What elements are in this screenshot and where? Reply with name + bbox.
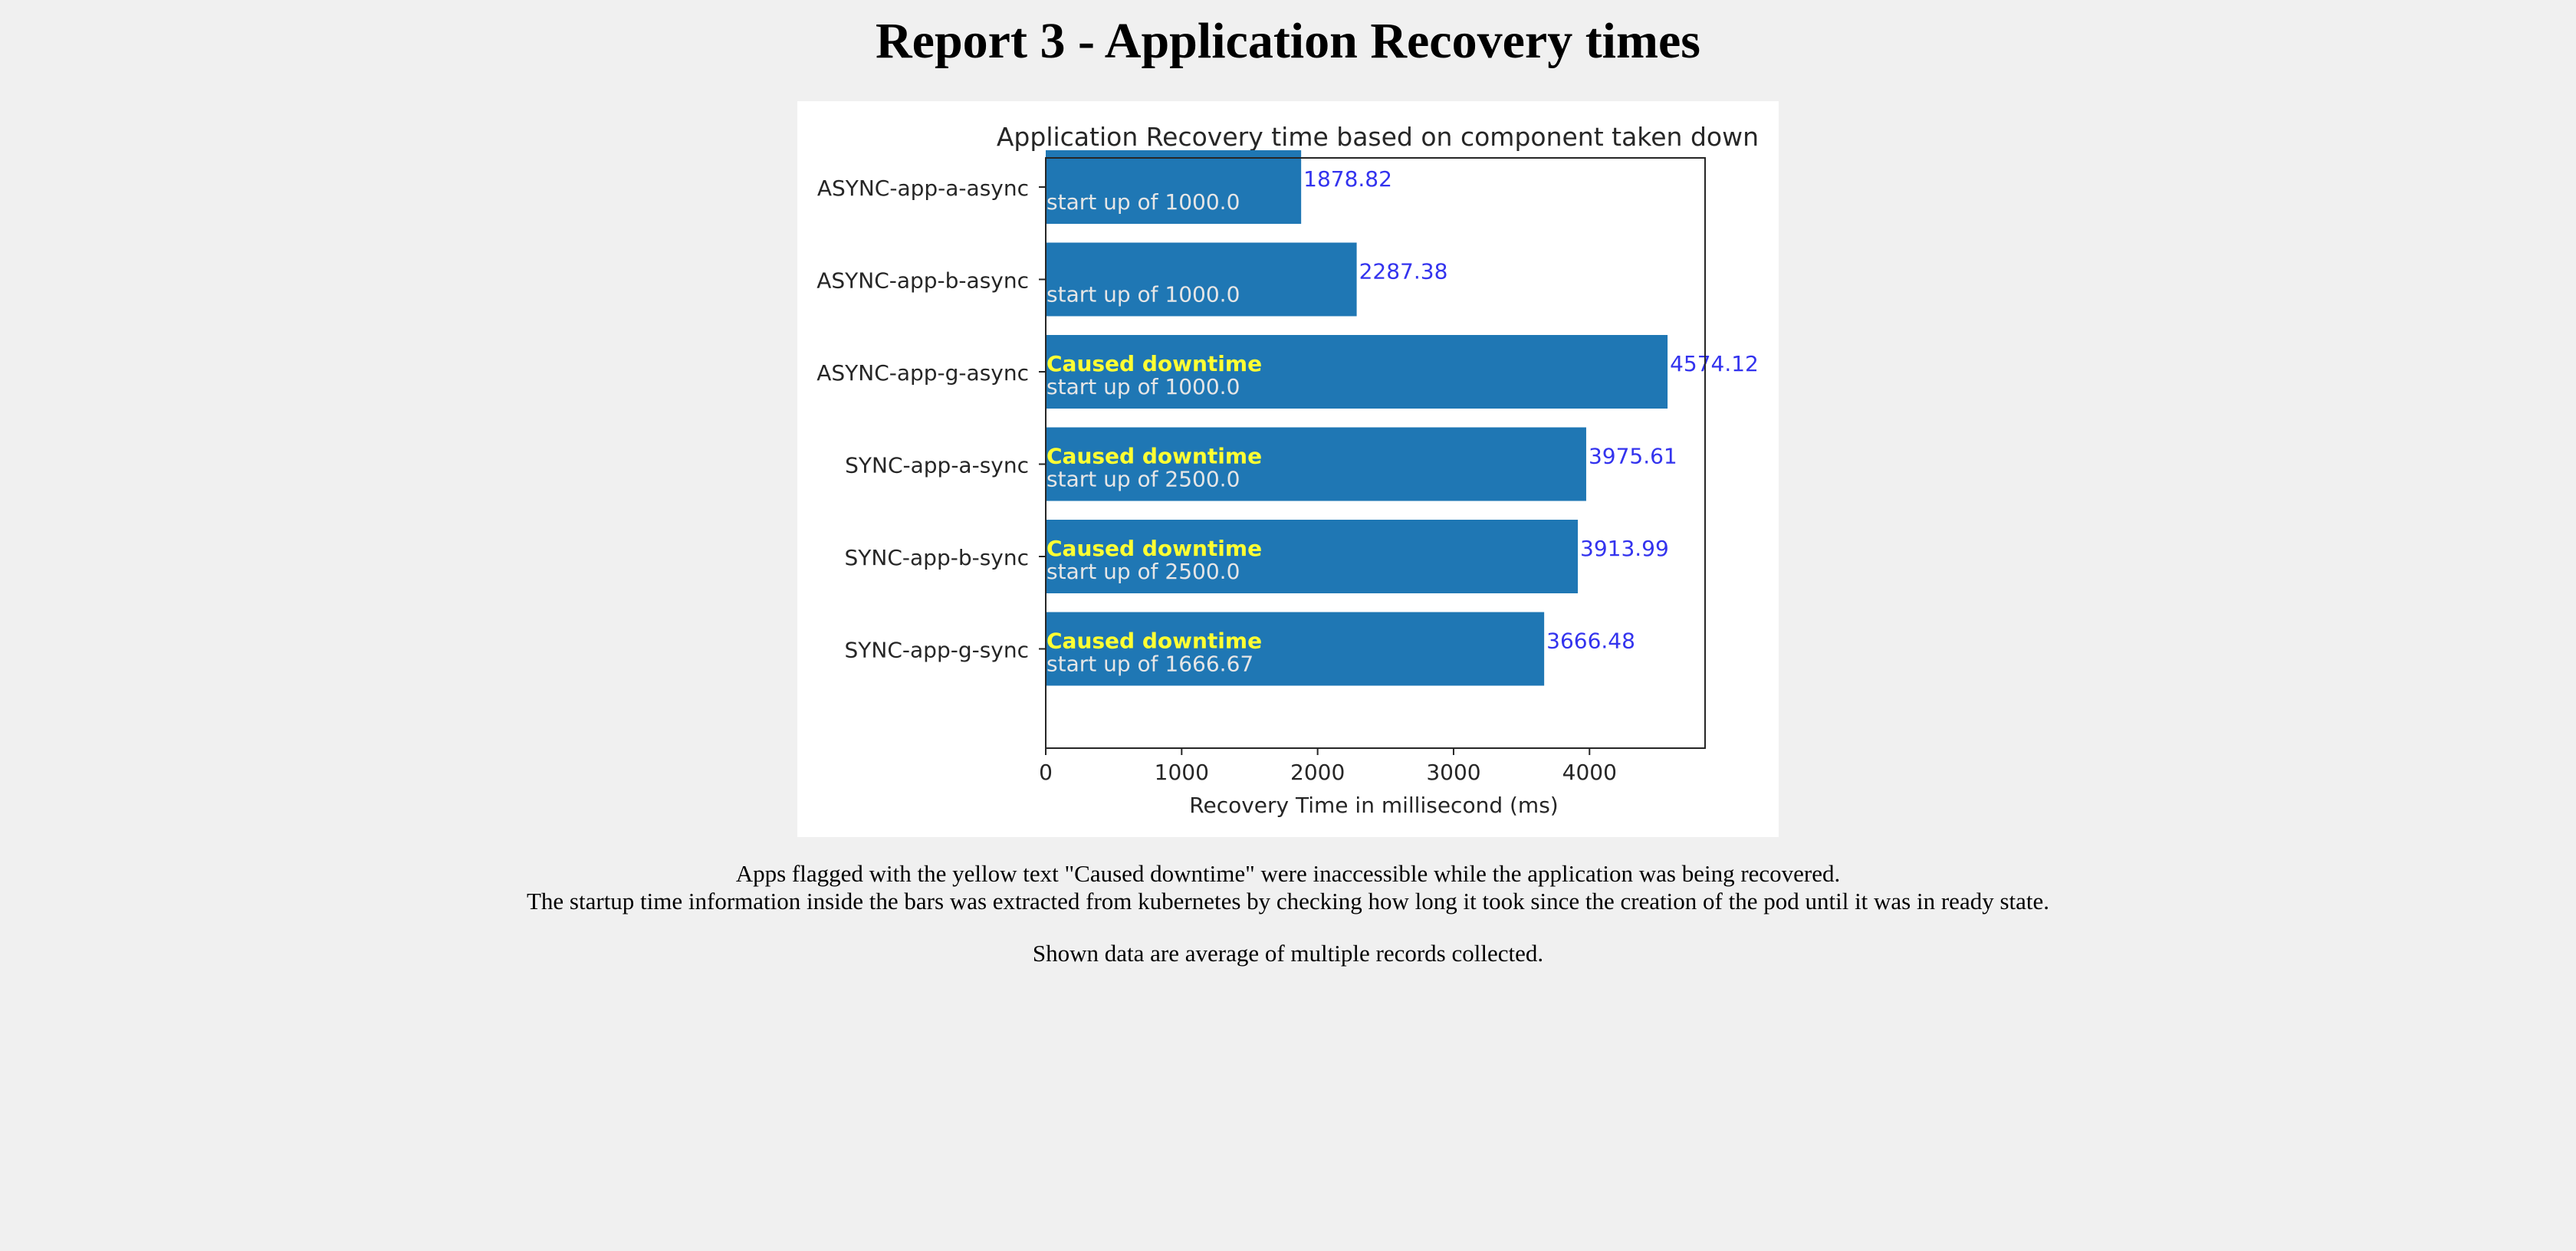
bar [1046,520,1579,593]
startup-label: start up of 2500.0 [1046,467,1240,492]
y-tick-label: SYNC-app-a-sync [845,453,1029,478]
x-tick-label: 1000 [1155,760,1209,785]
y-tick-label: ASYNC-app-g-async [816,360,1029,386]
bar [1046,612,1545,686]
x-axis-label: Recovery Time in millisecond (ms) [1189,793,1558,818]
recovery-time-bar-chart: Application Recovery time based on compo… [816,122,1759,818]
startup-label: start up of 1000.0 [1046,189,1240,215]
bar [1046,150,1302,224]
report-notes: Apps flagged with the yellow text "Cause… [0,860,2576,967]
chart-panel: Application Recovery time based on compo… [797,101,1779,837]
x-tick-label: 3000 [1426,760,1480,785]
startup-label: start up of 2500.0 [1046,559,1240,584]
x-tick-label: 4000 [1562,760,1617,785]
value-label: 4574.12 [1670,351,1759,376]
downtime-label: Caused downtime [1046,629,1262,654]
note-averages: Shown data are average of multiple recor… [1032,940,1544,967]
chart-title: Application Recovery time based on compo… [997,122,1759,152]
startup-label: start up of 1000.0 [1046,282,1240,307]
startup-label: start up of 1000.0 [1046,374,1240,399]
bar [1046,242,1357,317]
y-tick-label: ASYNC-app-a-async [817,176,1029,201]
plot-frame [1045,157,1706,749]
value-label: 3666.48 [1546,629,1635,654]
x-tick-label: 2000 [1290,760,1345,785]
x-tick-label: 0 [1039,760,1053,785]
y-tick-label: ASYNC-app-b-async [816,268,1029,294]
value-label: 1878.82 [1303,166,1392,192]
bar [1046,335,1668,409]
downtime-label: Caused downtime [1046,351,1262,376]
note-startup-source: The startup time information inside the … [526,888,2050,914]
page-title: Report 3 - Application Recovery times [876,13,1700,69]
y-tick-label: SYNC-app-g-sync [845,638,1029,663]
value-label: 3975.61 [1589,444,1677,469]
note-downtime-flag: Apps flagged with the yellow text "Cause… [735,860,1841,887]
value-label: 3913.99 [1580,536,1669,561]
downtime-label: Caused downtime [1046,444,1262,469]
bar [1046,427,1586,501]
downtime-label: Caused downtime [1046,536,1262,561]
startup-label: start up of 1666.67 [1046,652,1254,677]
value-label: 2287.38 [1359,259,1448,284]
y-tick-label: SYNC-app-b-sync [845,545,1029,570]
